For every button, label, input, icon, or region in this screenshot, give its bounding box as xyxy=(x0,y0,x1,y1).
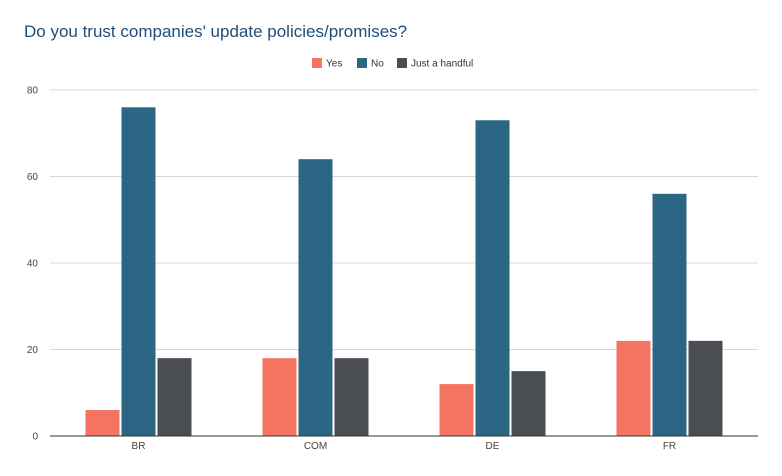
bar-just-a-handful xyxy=(334,358,369,436)
bar-yes xyxy=(616,340,651,436)
bar-just-a-handful xyxy=(511,371,546,436)
bar-no xyxy=(475,120,510,437)
x-tick-label: FR xyxy=(663,441,676,452)
x-tick-label: DE xyxy=(486,441,500,452)
chart-title: Do you trust companies' update policies/… xyxy=(24,22,408,41)
legend-swatch xyxy=(312,58,322,68)
bar-yes xyxy=(439,384,474,436)
bar-just-a-handful xyxy=(688,340,723,436)
bar-just-a-handful xyxy=(157,358,192,436)
bar-no xyxy=(298,159,333,436)
y-tick-label: 80 xyxy=(27,86,39,97)
x-tick-label: COM xyxy=(304,441,327,452)
y-tick-label: 60 xyxy=(27,172,39,183)
legend-label: Just a handful xyxy=(411,59,473,70)
y-tick-label: 0 xyxy=(32,432,38,443)
legend-label: Yes xyxy=(326,59,342,70)
legend-swatch xyxy=(357,58,367,68)
bar-yes xyxy=(262,358,297,436)
y-tick-label: 20 xyxy=(27,345,39,356)
legend-label: No xyxy=(371,59,384,70)
bar-yes xyxy=(85,410,120,436)
bar-no xyxy=(121,107,156,437)
x-tick-label: BR xyxy=(132,441,146,452)
bar-no xyxy=(652,193,687,436)
legend-swatch xyxy=(397,58,407,68)
y-tick-label: 40 xyxy=(27,259,39,270)
